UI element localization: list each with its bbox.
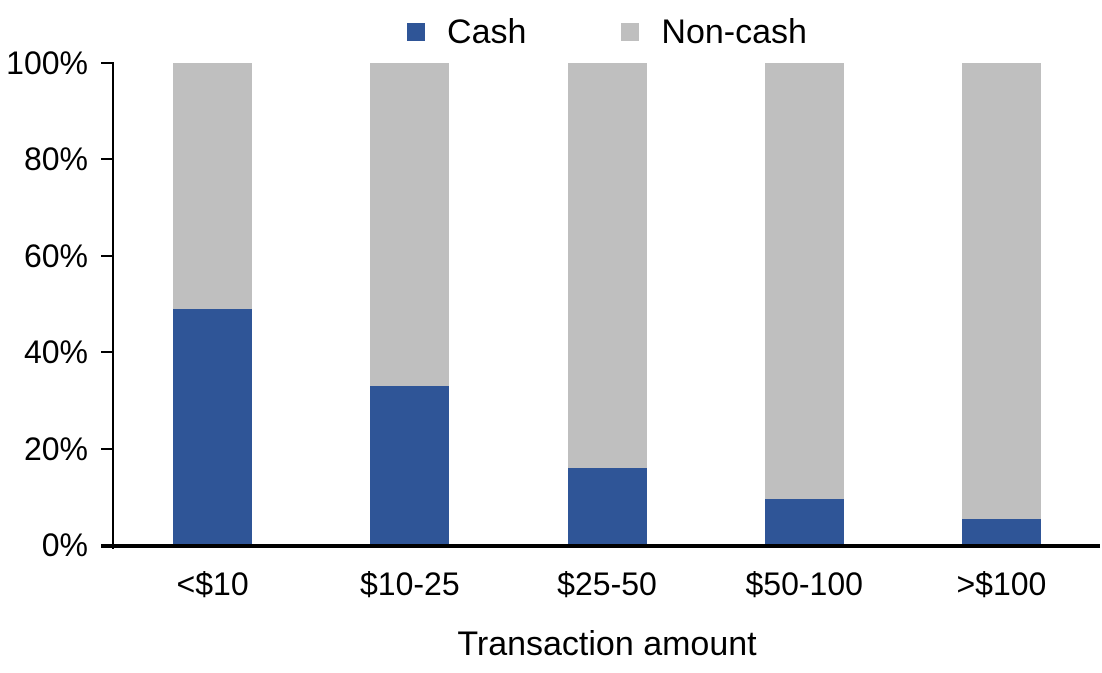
x-axis-category-label: $50-100 (745, 566, 863, 602)
bar-segment-cash-50-100 (764, 499, 844, 545)
bar-segment-non-cash-50-100 (764, 63, 844, 500)
legend-label-cash: Cash (447, 13, 527, 51)
y-axis-label: 0% (41, 527, 88, 563)
x-axis-category-label: <$10 (176, 566, 249, 602)
y-axis-label: 20% (23, 430, 88, 467)
x-axis-category-label: $10-25 (359, 566, 460, 602)
y-axis-label: 40% (23, 334, 88, 371)
y-axis-tick (101, 447, 112, 450)
y-axis-label: 100% (6, 45, 88, 81)
y-axis-tick (101, 158, 112, 161)
legend-item-non-cash: Non-cash (621, 12, 807, 52)
x-axis-category-label: >$100 (956, 566, 1047, 602)
legend: Cash Non-cash (114, 12, 1100, 52)
x-axis (101, 544, 1100, 548)
bar-segment-non-cash-10-25 (370, 63, 450, 386)
y-axis-tick (101, 254, 112, 257)
bar-segment-cash-10 (173, 308, 253, 545)
bar-segment-non-cash-25-50 (567, 63, 647, 468)
x-axis-category-label: $25-50 (557, 566, 657, 602)
y-axis-tick (101, 62, 112, 64)
y-axis-label: 80% (23, 141, 88, 178)
bar-segment-cash-100 (961, 518, 1041, 545)
bar-segment-cash-10-25 (370, 385, 450, 545)
legend-label-non-cash: Non-cash (661, 13, 807, 51)
bar-segment-non-cash-10 (173, 63, 253, 309)
y-axis-label: 60% (23, 237, 88, 274)
y-axis (112, 62, 114, 549)
bar-segment-cash-25-50 (567, 467, 647, 545)
y-axis-tick (101, 351, 112, 354)
bar-segment-non-cash-100 (961, 63, 1041, 519)
legend-item-cash: Cash (407, 12, 526, 52)
legend-swatch-cash-icon (407, 23, 426, 41)
x-axis-title: Transaction amount (457, 625, 757, 663)
legend-swatch-non-cash-icon (621, 23, 640, 41)
